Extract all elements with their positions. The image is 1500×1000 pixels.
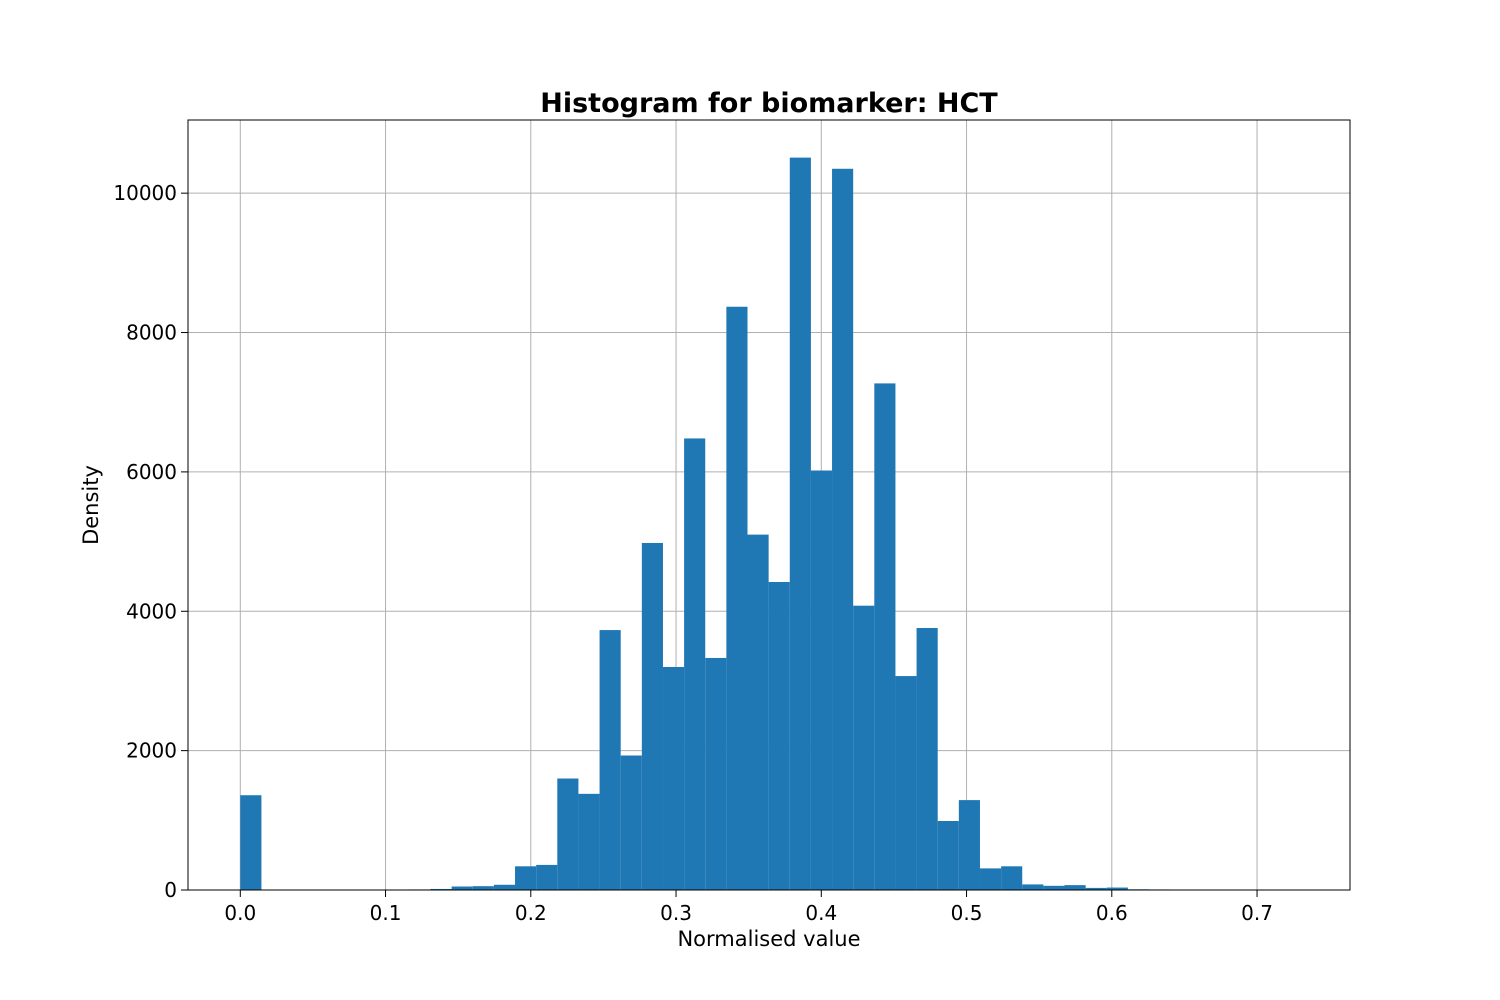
histogram-bar (726, 306, 748, 891)
histogram-bar (810, 470, 833, 890)
histogram-bar (557, 778, 579, 890)
histogram-bar (493, 884, 516, 890)
x-tick-label: 0.4 (805, 901, 837, 925)
y-tick-label: 8000 (126, 321, 177, 345)
histogram-bar (1043, 885, 1065, 890)
histogram-bar (1064, 885, 1086, 890)
histogram-bar (536, 864, 558, 890)
x-tick-label: 0.3 (660, 901, 692, 925)
histogram-bar (641, 542, 663, 890)
axis-ticks: 0.0 0.1 0.2 0.3 0.4 0.5 0.6 0.7 0 2000 4000 6000 800… (113, 181, 1273, 925)
x-tick-label: 0.1 (370, 901, 402, 925)
histogram-bar (1085, 887, 1107, 890)
y-tick-label: 0 (164, 878, 177, 902)
histogram-bar (705, 657, 727, 890)
x-tick-label: 0.0 (224, 901, 256, 925)
histogram-bar (472, 886, 494, 890)
histogram-bar (916, 627, 938, 890)
y-axis-label: Density (79, 465, 103, 545)
histogram-bar (853, 605, 875, 890)
histogram-bar (662, 667, 685, 890)
chart-title: Histogram for biomarker: HCT (540, 88, 998, 119)
histogram-bar (789, 157, 811, 890)
histogram-bar (937, 821, 959, 890)
y-tick-label: 10000 (113, 181, 177, 205)
histogram-bar (451, 886, 473, 890)
histogram-bar (578, 793, 600, 890)
histogram-bar (1106, 887, 1128, 890)
x-tick-label: 0.5 (951, 901, 983, 925)
x-tick-label: 0.2 (515, 901, 547, 925)
histogram-bar (874, 383, 896, 890)
y-tick-label: 4000 (126, 599, 177, 623)
histogram-bar (620, 755, 642, 890)
x-axis-label: Normalised value (677, 927, 860, 951)
histogram-bar (240, 795, 262, 890)
histogram-bars (240, 157, 1171, 891)
histogram-bar (430, 888, 452, 890)
histogram-bar (832, 168, 854, 891)
histogram-bar (979, 868, 1002, 890)
histogram-bar (515, 866, 537, 890)
histogram-bar (768, 582, 790, 890)
histogram-bar (1022, 884, 1044, 890)
y-tick-label: 6000 (126, 460, 177, 484)
histogram-bar (895, 676, 917, 890)
x-tick-label: 0.7 (1241, 901, 1273, 925)
histogram-bar (1001, 866, 1023, 890)
histogram-bar (599, 630, 621, 890)
histogram-bar (958, 800, 980, 890)
y-tick-label: 2000 (126, 739, 177, 763)
x-tick-label: 0.6 (1096, 901, 1128, 925)
plot-frame (187, 119, 1351, 891)
histogram-bar (747, 534, 769, 890)
histogram-bar (684, 438, 706, 890)
